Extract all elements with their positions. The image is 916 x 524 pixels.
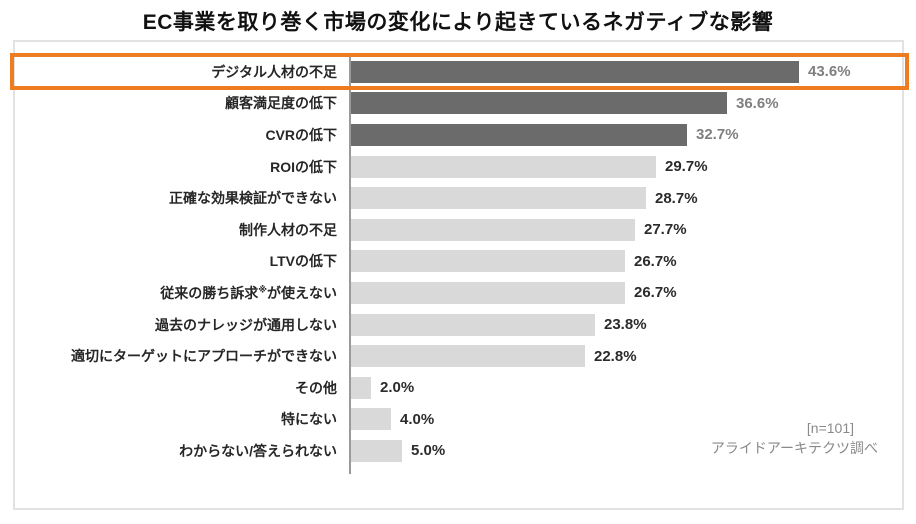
bar bbox=[350, 439, 402, 462]
chart-row: デジタル人材の不足 43.6% bbox=[15, 56, 898, 88]
chart-row: 従来の勝ち訴求※が使えない 26.7% bbox=[15, 277, 898, 309]
value-label: 5.0% bbox=[411, 442, 446, 460]
chart-row: LTVの低下 26.7% bbox=[15, 246, 898, 278]
bar bbox=[350, 123, 687, 146]
category-label: 過去のナレッジが通用しない bbox=[155, 316, 337, 333]
value-label: 2.0% bbox=[380, 379, 415, 397]
category-label: 従来の勝ち訴求※が使えない bbox=[160, 284, 337, 301]
chart-row: 適切にターゲットにアプローチができない 22.8% bbox=[15, 340, 898, 372]
category-label: 制作人材の不足 bbox=[239, 221, 337, 238]
value-label: 4.0% bbox=[400, 410, 435, 428]
chart-plot-area: デジタル人材の不足 43.6% 顧客満足度の低下 36.6% CVRの低下 32.7% RO… bbox=[10, 40, 909, 510]
bar bbox=[350, 408, 391, 431]
bar-zone: 22.8% bbox=[350, 340, 898, 372]
bar bbox=[350, 92, 727, 115]
category-label: LTVの低下 bbox=[269, 253, 337, 270]
value-label: 36.6% bbox=[736, 94, 779, 112]
bar-zone: 32.7% bbox=[350, 119, 898, 151]
value-label: 43.6% bbox=[808, 63, 851, 81]
bar bbox=[350, 218, 635, 241]
category-label: ROIの低下 bbox=[270, 158, 337, 175]
bar-zone: 23.8% bbox=[350, 309, 898, 341]
source-credit-label: アライドアーキテクツ調べ bbox=[710, 440, 878, 456]
sample-size-label: [n=101] bbox=[806, 420, 854, 436]
chart-row: 正確な効果検証ができない 28.7% bbox=[15, 182, 898, 214]
chart-row: 制作人材の不足 27.7% bbox=[15, 214, 898, 246]
chart-title: EC事業を取り巻く市場の変化により起きているネガティブな影響 bbox=[142, 11, 774, 34]
bar bbox=[350, 155, 656, 178]
bar-zone: 36.6% bbox=[350, 88, 898, 120]
chart-row: 過去のナレッジが通用しない 23.8% bbox=[15, 309, 898, 341]
value-label: 23.8% bbox=[604, 316, 647, 334]
bar-rows: デジタル人材の不足 43.6% 顧客満足度の低下 36.6% CVRの低下 32.7% RO… bbox=[15, 56, 898, 467]
category-label: 特にない bbox=[281, 411, 337, 428]
category-label: CVRの低下 bbox=[265, 126, 337, 143]
footnote-mark: ※ bbox=[258, 284, 267, 295]
bar-zone: 5.0% bbox=[350, 435, 898, 467]
bar-zone: 2.0% bbox=[350, 372, 898, 404]
bar-zone: 28.7% bbox=[350, 182, 898, 214]
bar-zone: 43.6% bbox=[350, 56, 898, 88]
value-label: 26.7% bbox=[634, 252, 677, 270]
bar-zone: 27.7% bbox=[350, 214, 898, 246]
bar bbox=[350, 250, 625, 273]
bar bbox=[350, 345, 585, 368]
bar bbox=[350, 60, 799, 83]
value-label: 27.7% bbox=[644, 221, 687, 239]
bar bbox=[350, 376, 371, 399]
value-label: 29.7% bbox=[665, 158, 708, 176]
value-label: 22.8% bbox=[594, 347, 637, 365]
value-label: 26.7% bbox=[634, 284, 677, 302]
y-axis-line bbox=[349, 55, 351, 474]
bar-zone: 4.0% bbox=[350, 404, 898, 436]
bar-zone: 26.7% bbox=[350, 246, 898, 278]
bar bbox=[350, 313, 595, 336]
bar bbox=[350, 281, 625, 304]
category-label: 正確な効果検証ができない bbox=[169, 190, 337, 207]
chart-row: 顧客満足度の低下 36.6% bbox=[15, 88, 898, 120]
category-label: 顧客満足度の低下 bbox=[225, 95, 337, 112]
value-label: 32.7% bbox=[696, 126, 739, 144]
chart-row: 特にない 4.0% bbox=[15, 404, 898, 436]
chart-row: その他 2.0% bbox=[15, 372, 898, 404]
chart-row: CVRの低下 32.7% bbox=[15, 119, 898, 151]
bar-zone: 26.7% bbox=[350, 277, 898, 309]
chart-row: わからない/答えられない 5.0% bbox=[15, 435, 898, 467]
source-note: [n=101] アライドアーキテクツ調べ bbox=[711, 418, 878, 458]
category-label: わからない/答えられない bbox=[179, 442, 337, 459]
bar-zone: 29.7% bbox=[350, 151, 898, 183]
value-label: 28.7% bbox=[655, 189, 698, 207]
category-label: 適切にターゲットにアプローチができない bbox=[71, 348, 337, 365]
category-label: その他 bbox=[295, 379, 337, 396]
bar bbox=[350, 187, 646, 210]
category-label: デジタル人材の不足 bbox=[211, 63, 337, 80]
chart-row: ROIの低下 29.7% bbox=[15, 151, 898, 183]
